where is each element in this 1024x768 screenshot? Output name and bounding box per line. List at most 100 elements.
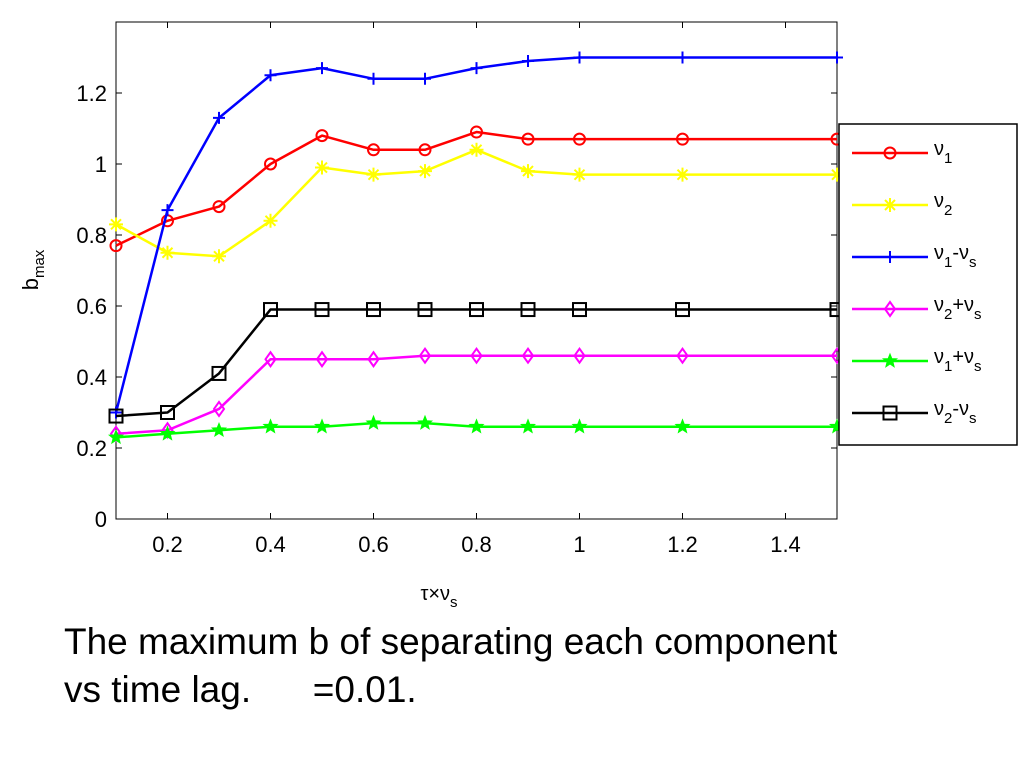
- series: [110, 51, 843, 419]
- y-tick-label: 1.2: [76, 81, 107, 106]
- legend-label: ν2+νs: [934, 294, 982, 323]
- data-point: [676, 51, 689, 64]
- data-point: [107, 428, 125, 445]
- data-point: [521, 346, 535, 365]
- x-axis-label: τ×νs: [420, 583, 457, 610]
- data-point: [315, 129, 329, 143]
- data-point: [419, 72, 431, 85]
- legend-entry: ν2: [852, 190, 952, 219]
- data-point: [469, 302, 484, 318]
- data-point: [319, 165, 325, 171]
- y-axis-label: bmax: [18, 249, 48, 290]
- data-point: [572, 302, 587, 318]
- y-tick-label: 0.2: [76, 436, 107, 461]
- data-point: [264, 69, 277, 82]
- data-point: [110, 406, 122, 419]
- data-point: [881, 352, 899, 368]
- series-line: [114, 56, 837, 413]
- data-point: [470, 125, 483, 139]
- data-point: [263, 302, 278, 318]
- data-point: [108, 408, 124, 424]
- x-tick-label: 0.8: [461, 532, 492, 557]
- data-point: [470, 62, 483, 75]
- series: [107, 414, 846, 445]
- slide-caption: The maximum b of separating each compone…: [64, 618, 1004, 714]
- data-point: [887, 202, 893, 208]
- legend-entry: ν1-νs: [852, 242, 977, 271]
- series-line: [115, 354, 837, 436]
- data-point: [522, 55, 534, 68]
- svg-text:bmax: bmax: [18, 249, 48, 290]
- legend-entry: ν1+νs: [852, 346, 982, 375]
- y-axis-label-sub: max: [31, 249, 48, 278]
- data-point: [470, 346, 483, 365]
- axis-ticks: 0.2 0.4 0.6 0.8 1 1.2 1.4 0 0.2 0.4 0.6 0.8 1 1.2: [76, 22, 837, 557]
- data-point: [676, 132, 689, 146]
- data-point: [422, 168, 428, 174]
- x-axis-label-sub: s: [450, 594, 458, 610]
- legend-entry: ν2-νs: [852, 398, 977, 427]
- data-point: [213, 111, 225, 124]
- legend-box: [838, 123, 1018, 446]
- data-point: [521, 132, 535, 146]
- series-line: [115, 421, 837, 439]
- data-point: [109, 239, 123, 253]
- data-point: [571, 418, 588, 434]
- data-point: [366, 302, 381, 318]
- legend-label: ν1-νs: [934, 242, 977, 271]
- data-point: [883, 300, 897, 318]
- data-point: [264, 157, 277, 171]
- data-point: [262, 418, 279, 434]
- data-point: [313, 418, 331, 434]
- data-point: [159, 425, 176, 441]
- data-point: [212, 200, 226, 214]
- data-point: [675, 302, 690, 318]
- data-point: [315, 350, 329, 368]
- data-point: [365, 414, 382, 430]
- series: [109, 125, 844, 253]
- data-point: [316, 62, 328, 75]
- data-point: [268, 218, 273, 224]
- y-tick-label: 0.4: [76, 365, 107, 390]
- data-point: [573, 346, 586, 365]
- y-tick-label: 0.8: [76, 223, 107, 248]
- legend-label: ν2-νs: [934, 398, 977, 427]
- x-tick-label: 0.4: [255, 532, 286, 557]
- series-line: [115, 148, 837, 258]
- series: [109, 346, 844, 443]
- data-point: [882, 405, 898, 421]
- data-point: [113, 221, 119, 227]
- data-point: [884, 251, 896, 263]
- legend-entry: ν1: [852, 138, 952, 167]
- data-point: [676, 346, 689, 365]
- data-point: [680, 172, 685, 178]
- data-point: [573, 51, 586, 64]
- data-point: [519, 418, 537, 434]
- line-chart: 0.2 0.4 0.6 0.8 1 1.2 1.4 0 0.2 0.4 0.6 0.8 1 1.2 bma…: [18, 21, 1018, 610]
- plot-area: [115, 21, 838, 520]
- x-tick-label: 0.2: [152, 532, 183, 557]
- data-point: [371, 172, 376, 178]
- data-point: [474, 147, 479, 153]
- svg-text:τ×νs: τ×νs: [420, 583, 457, 610]
- x-tick-label: 1: [573, 532, 585, 557]
- legend-label: ν1+νs: [934, 346, 982, 375]
- data-point: [525, 168, 531, 174]
- data-point: [418, 346, 432, 365]
- y-tick-label: 0: [95, 507, 107, 532]
- data-point: [468, 418, 485, 434]
- data-point: [418, 143, 432, 157]
- data-point: [674, 418, 691, 434]
- data-point: [367, 143, 380, 157]
- y-tick-label: 0.6: [76, 294, 107, 319]
- legend-label: ν1: [934, 138, 952, 167]
- data-point: [520, 302, 536, 318]
- legend-label: ν2: [934, 190, 952, 219]
- legend: ν1 ν2 ν1-νs ν2+νs ν1+νs ν2-νs: [838, 123, 1018, 446]
- series-line: [115, 130, 837, 247]
- data-point: [831, 51, 843, 64]
- legend-entry: ν2+νs: [852, 294, 982, 323]
- data-point: [264, 350, 277, 368]
- data-point: [216, 253, 222, 259]
- caption-line-1: The maximum b of separating each compone…: [64, 621, 838, 662]
